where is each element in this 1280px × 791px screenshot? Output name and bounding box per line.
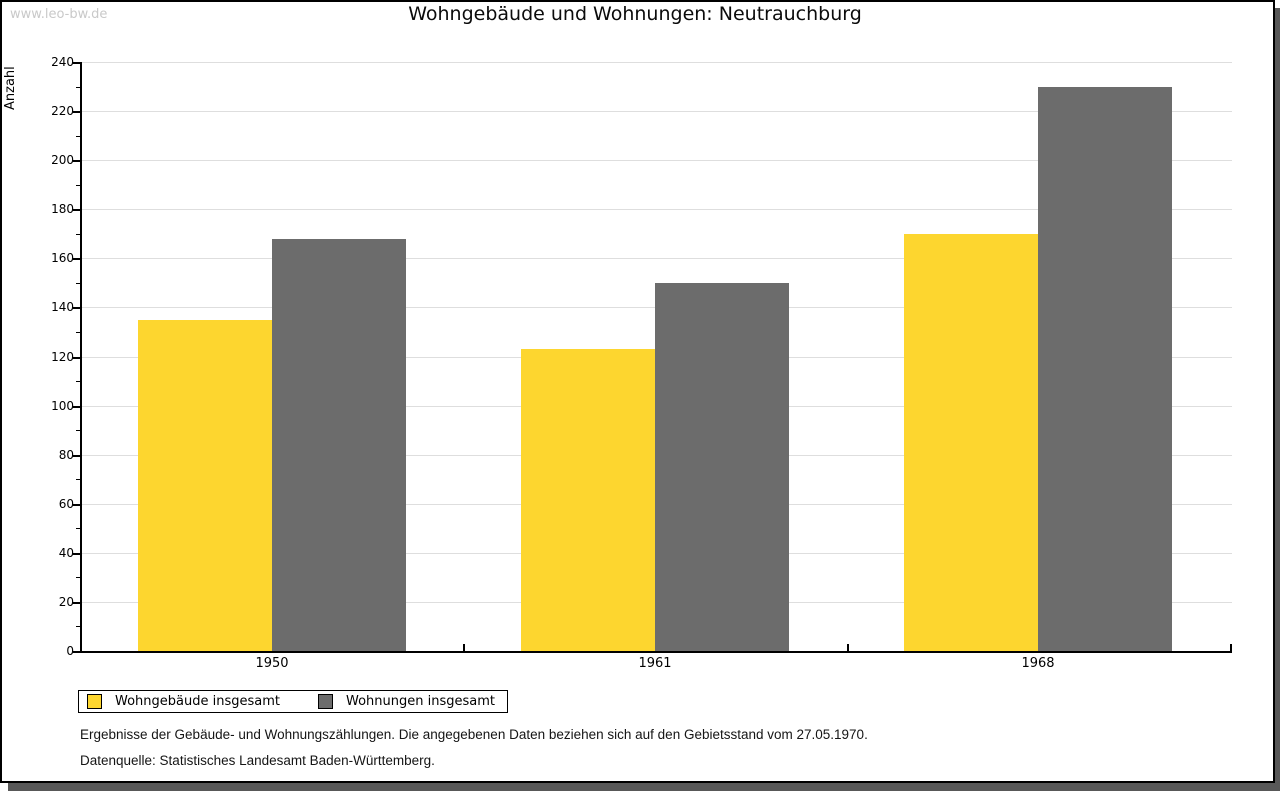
bar-wohnungen-1961 bbox=[655, 283, 789, 651]
gridline-y-240 bbox=[81, 62, 1232, 63]
y-tick-40 bbox=[73, 553, 80, 555]
y-axis-line bbox=[80, 62, 82, 653]
gridline-y-200 bbox=[81, 160, 1232, 161]
y-tick-160 bbox=[73, 258, 80, 260]
y-tick-label-40: 40 bbox=[58, 546, 74, 560]
y-tick-200 bbox=[73, 160, 80, 162]
gridline-y-220 bbox=[81, 111, 1232, 112]
y-tick-label-0: 0 bbox=[66, 644, 74, 658]
y-tick-240 bbox=[73, 62, 80, 64]
y-tick-label-20: 20 bbox=[58, 595, 74, 609]
y-minor-tick-70 bbox=[76, 479, 80, 480]
legend-swatch-wohnungen bbox=[318, 694, 333, 709]
legend-swatch-wohngebaeude bbox=[87, 694, 102, 709]
bar-wohnungen-1950 bbox=[272, 239, 406, 651]
bar-wohngebaeude-1968 bbox=[904, 234, 1038, 651]
bar-wohngebaeude-1950 bbox=[138, 320, 272, 651]
y-tick-label-80: 80 bbox=[58, 448, 74, 462]
y-tick-label-120: 120 bbox=[51, 350, 74, 364]
y-tick-label-240: 240 bbox=[51, 55, 74, 69]
watermark: www.leo-bw.de bbox=[10, 7, 108, 22]
y-tick-180 bbox=[73, 209, 80, 211]
y-tick-label-200: 200 bbox=[51, 153, 74, 167]
y-tick-100 bbox=[73, 406, 80, 408]
gridline-y-160 bbox=[81, 258, 1232, 259]
gridline-y-180 bbox=[81, 209, 1232, 210]
y-tick-120 bbox=[73, 357, 80, 359]
x-category-label-1961: 1961 bbox=[638, 656, 672, 671]
y-tick-80 bbox=[73, 455, 80, 457]
x-category-label-1950: 1950 bbox=[255, 656, 289, 671]
frame-shadow-bottom bbox=[8, 783, 1280, 791]
y-minor-tick-50 bbox=[76, 528, 80, 529]
y-minor-tick-210 bbox=[76, 136, 80, 137]
chart-title: Wohngebäude und Wohnungen: Neutrauchburg bbox=[408, 3, 862, 25]
y-tick-140 bbox=[73, 307, 80, 309]
y-tick-label-180: 180 bbox=[51, 202, 74, 216]
y-minor-tick-130 bbox=[76, 332, 80, 333]
y-minor-tick-90 bbox=[76, 430, 80, 431]
legend-label-wohngebaeude: Wohngebäude insgesamt bbox=[115, 694, 280, 709]
y-tick-label-100: 100 bbox=[51, 399, 74, 413]
y-minor-tick-150 bbox=[76, 283, 80, 284]
y-minor-tick-190 bbox=[76, 185, 80, 186]
x-category-label-1968: 1968 bbox=[1021, 656, 1055, 671]
bar-wohnungen-1968 bbox=[1038, 87, 1172, 651]
y-minor-tick-30 bbox=[76, 577, 80, 578]
y-tick-label-220: 220 bbox=[51, 104, 74, 118]
y-tick-220 bbox=[73, 111, 80, 113]
legend: Wohngebäude insgesamt Wohnungen insgesam… bbox=[78, 690, 508, 713]
y-tick-label-140: 140 bbox=[51, 300, 74, 314]
legend-label-wohnungen: Wohnungen insgesamt bbox=[346, 694, 495, 709]
y-tick-label-60: 60 bbox=[58, 497, 74, 511]
y-minor-tick-110 bbox=[76, 381, 80, 382]
y-minor-tick-230 bbox=[76, 87, 80, 88]
y-minor-tick-170 bbox=[76, 234, 80, 235]
y-tick-20 bbox=[73, 602, 80, 604]
footnote-source-note: Ergebnisse der Gebäude- und Wohnungszähl… bbox=[80, 727, 868, 742]
bar-wohngebaeude-1961 bbox=[521, 349, 655, 651]
x-tick-2 bbox=[847, 644, 849, 651]
x-tick-1 bbox=[463, 644, 465, 651]
x-axis-line bbox=[80, 651, 1232, 653]
y-minor-tick-10 bbox=[76, 626, 80, 627]
x-tick-3 bbox=[1230, 644, 1232, 651]
frame-shadow-right bbox=[1275, 8, 1280, 791]
y-tick-0 bbox=[73, 651, 80, 653]
y-tick-label-160: 160 bbox=[51, 251, 74, 265]
y-tick-60 bbox=[73, 504, 80, 506]
footnote-data-source: Datenquelle: Statistisches Landesamt Bad… bbox=[80, 753, 435, 768]
